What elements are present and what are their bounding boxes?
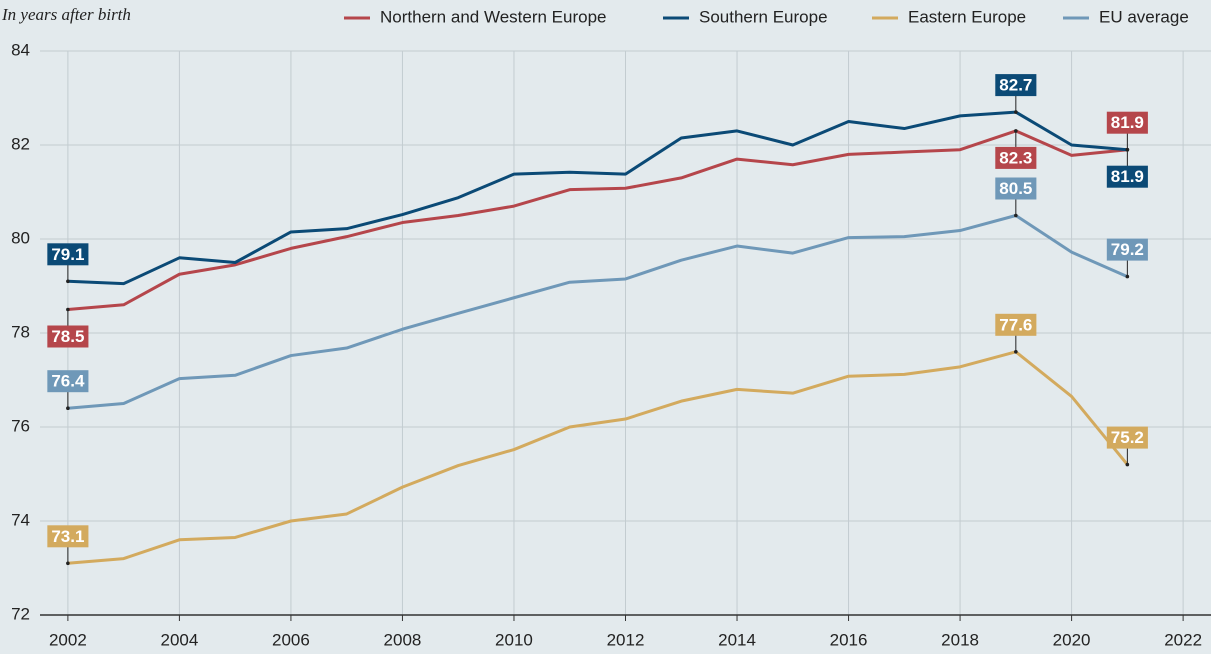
x-tick-label: 2014 (718, 630, 756, 649)
label-box (47, 370, 89, 393)
point-dot (1014, 129, 1018, 133)
data-label: 81.9 (1111, 113, 1144, 132)
label-box (995, 313, 1037, 336)
x-tick-label: 2012 (607, 630, 645, 649)
y-tick-label: 80 (11, 228, 30, 247)
legend-label: EU average (1099, 7, 1189, 26)
data-label: 78.5 (51, 327, 84, 346)
grid (40, 50, 1211, 621)
data-label: 75.2 (1111, 428, 1144, 447)
data-label: 82.7 (999, 76, 1032, 95)
data-labels: 78.5 82.3 81.9 79.1 82.7 81.9 73.1 77.6 75.2 76.4… (47, 74, 1148, 566)
data-label: 76.4 (51, 372, 85, 391)
label-box (47, 525, 89, 548)
chart-subtitle: In years after birth (1, 5, 131, 24)
label-box (1106, 238, 1148, 261)
point-dot (1125, 462, 1130, 467)
data-label: 73.1 (51, 527, 84, 546)
y-tick-label: 78 (11, 322, 30, 341)
label-box (995, 146, 1037, 169)
label-box (995, 177, 1037, 200)
x-tick-label: 2004 (160, 630, 198, 649)
y-tick-label: 82 (11, 134, 30, 153)
label-box (1106, 165, 1148, 188)
y-tick-label: 74 (11, 510, 30, 529)
label-box (995, 74, 1037, 97)
lines (67, 110, 1129, 565)
x-tick-label: 2018 (941, 630, 979, 649)
y-tick-label: 84 (11, 40, 30, 59)
label-box (47, 243, 89, 266)
point-dot (1125, 147, 1130, 152)
legend-label: Southern Europe (699, 7, 828, 26)
data-label: 77.6 (999, 315, 1032, 334)
point-dot (1125, 274, 1130, 279)
x-tick-label: 2008 (384, 630, 422, 649)
legend-label: Northern and Western Europe (380, 7, 606, 26)
point-dot (1014, 213, 1018, 218)
data-label: 79.1 (51, 245, 84, 264)
data-label: 80.5 (999, 179, 1032, 198)
x-tick-label: 2010 (495, 630, 533, 649)
point-dot (66, 279, 70, 284)
series-line (67, 129, 1128, 311)
data-label: 82.3 (999, 148, 1032, 167)
series-line (67, 350, 1129, 565)
y-tick-label: 72 (11, 604, 30, 623)
x-tick-label: 2016 (830, 630, 868, 649)
x-tick-label: 2006 (272, 630, 310, 649)
label-box (47, 325, 89, 348)
series-line (67, 214, 1128, 410)
point-dot (66, 561, 70, 566)
legend-label: Eastern Europe (908, 7, 1026, 26)
label-box (1106, 111, 1148, 134)
point-dot (66, 406, 70, 411)
x-tick-label: 2020 (1053, 630, 1091, 649)
point-dot (1014, 110, 1018, 114)
point-dot (66, 307, 70, 312)
data-label: 79.2 (1111, 240, 1144, 259)
x-tick-label: 2022 (1164, 630, 1202, 649)
x-tick-label: 2002 (49, 630, 87, 649)
y-tick-label: 76 (11, 416, 30, 435)
point-dot (1014, 350, 1018, 354)
data-label: 81.9 (1111, 167, 1144, 186)
label-box (1106, 426, 1148, 449)
series-line (67, 110, 1128, 286)
